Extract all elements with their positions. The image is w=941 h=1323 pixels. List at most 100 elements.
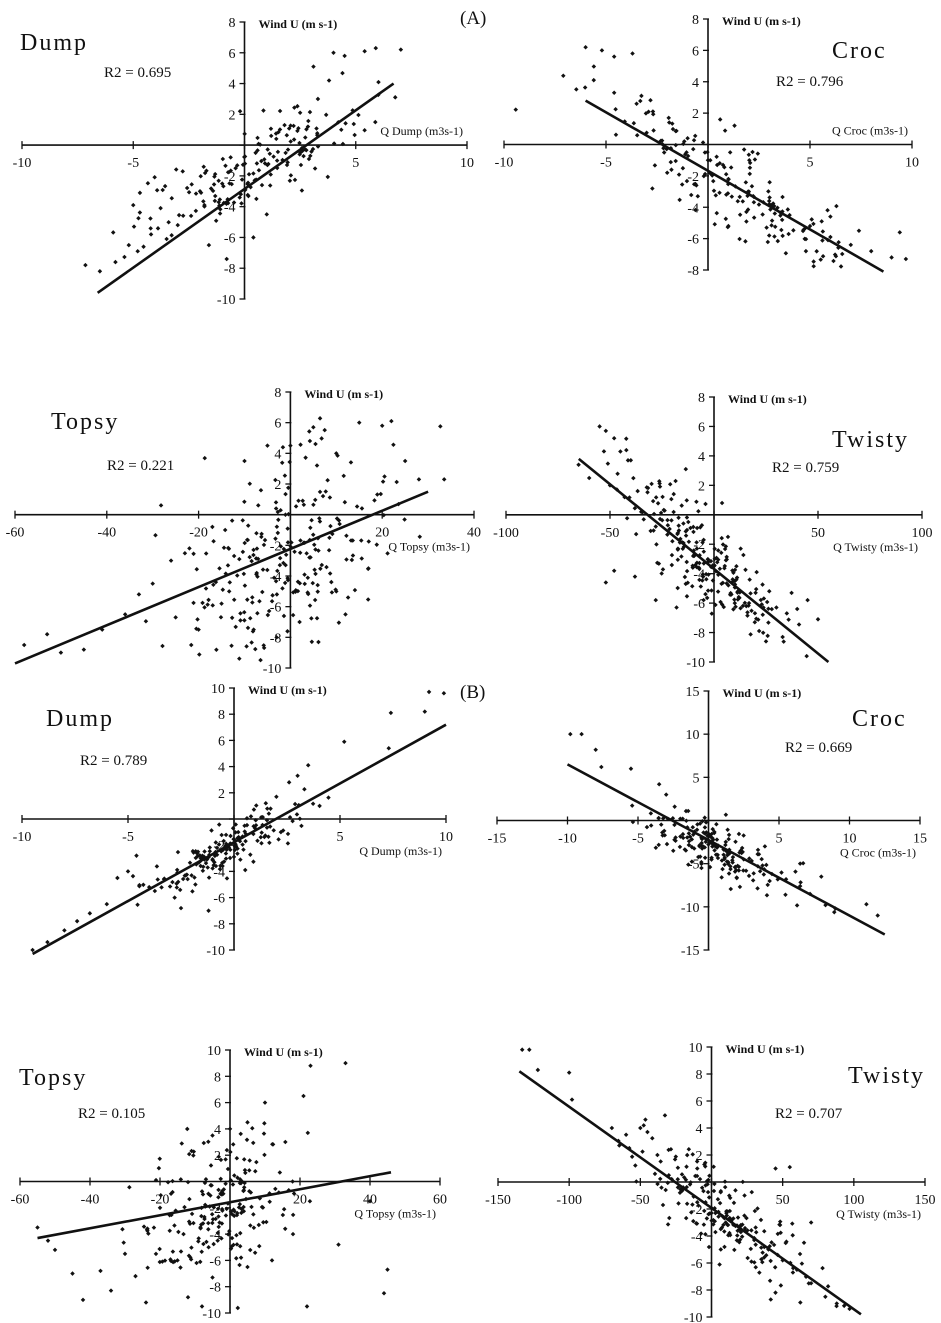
chart7-point xyxy=(305,1130,311,1136)
chart5-point xyxy=(207,845,213,850)
chart7-point xyxy=(215,1206,221,1212)
chart3-point xyxy=(441,477,447,482)
chart7-point xyxy=(151,1225,157,1230)
chart4-point xyxy=(655,501,661,506)
chart7-point xyxy=(201,1140,207,1146)
chart3-point xyxy=(218,614,224,620)
chart4-point xyxy=(633,531,639,537)
chart5-point xyxy=(286,780,292,785)
chart2-point xyxy=(779,227,784,233)
chart6-point xyxy=(629,803,635,808)
chart5-point xyxy=(87,911,93,916)
chart7-point xyxy=(216,1214,221,1219)
chart1-point xyxy=(275,149,281,155)
chart8-point xyxy=(690,1202,695,1207)
chart8-point xyxy=(749,1228,754,1233)
chart4-point xyxy=(671,509,676,515)
chart7-point xyxy=(209,1212,215,1217)
chart2-point xyxy=(574,87,579,92)
chart3-point xyxy=(285,577,291,583)
chart6-point xyxy=(664,841,670,847)
chart7-point xyxy=(231,1242,236,1248)
chart4-point xyxy=(760,582,765,587)
chart1-point xyxy=(284,133,290,138)
chart3-point xyxy=(200,600,205,606)
chart3-point xyxy=(210,524,215,530)
chart1-y-tick-label: 2 xyxy=(229,108,236,123)
chart2-point xyxy=(769,223,774,228)
chart3-point xyxy=(301,502,307,508)
chart3-point xyxy=(275,509,281,515)
chart8-point xyxy=(687,1182,693,1187)
chart5-point xyxy=(271,828,276,833)
chart3-point xyxy=(310,580,316,586)
chart6-point xyxy=(755,886,760,891)
chart4-point xyxy=(721,604,727,610)
chart4-point xyxy=(701,549,707,554)
chart2-point xyxy=(743,180,749,185)
chart8-point xyxy=(699,1185,705,1191)
chart5-y-tick-label: -4 xyxy=(213,865,225,880)
chart5-point xyxy=(262,834,267,840)
chart3-point xyxy=(305,575,311,581)
chart6-y-tick-label: -5 xyxy=(688,858,700,873)
chart5-point xyxy=(62,928,67,933)
chart8-point xyxy=(712,1219,718,1224)
chart7-point xyxy=(186,1151,192,1157)
chart4-point xyxy=(752,611,758,616)
chart2-point xyxy=(677,197,682,203)
chart7-point xyxy=(202,1214,207,1220)
chart7-point xyxy=(198,1226,203,1231)
chart8-point xyxy=(722,1244,727,1250)
chart4-point xyxy=(717,566,723,572)
chart7-point xyxy=(185,1294,191,1300)
chart4-point xyxy=(745,610,750,615)
chart1-point xyxy=(155,226,161,231)
chart4-point xyxy=(645,490,650,495)
chart8-point xyxy=(691,1218,696,1224)
chart3-point xyxy=(273,477,278,483)
chart4-point xyxy=(680,546,686,551)
chart8-point xyxy=(701,1222,707,1227)
chart3-x-tick-label: -20 xyxy=(189,526,208,541)
chart4-point xyxy=(623,436,629,441)
chart4-point xyxy=(730,577,735,582)
chart4-point xyxy=(756,628,762,634)
chart3-point xyxy=(231,597,237,603)
chart2-point xyxy=(834,203,839,209)
chart7-point xyxy=(290,1179,295,1184)
chart8-x-tick-label: 150 xyxy=(915,1193,936,1208)
chart5-point xyxy=(242,867,248,873)
chart3-point xyxy=(314,463,320,468)
chart7-point xyxy=(210,1275,215,1280)
chart8-point xyxy=(655,1181,660,1187)
chart4-point xyxy=(679,554,684,559)
chart6-point xyxy=(761,872,767,877)
chart5-point xyxy=(177,887,183,893)
chart2-point xyxy=(712,222,718,227)
chart4-point xyxy=(675,585,680,591)
chart6-point xyxy=(800,860,806,866)
chart1-point xyxy=(325,174,331,180)
chart4-point xyxy=(605,461,611,466)
chart1-point xyxy=(298,162,304,168)
chart3-point xyxy=(334,516,340,521)
chart4-point xyxy=(767,588,772,594)
chart3-point xyxy=(81,647,87,652)
chart7-point xyxy=(308,1063,313,1069)
chart1-point xyxy=(158,205,163,211)
chart3-point xyxy=(350,553,356,558)
chart4-point xyxy=(597,424,602,429)
chart8-point xyxy=(705,1189,711,1195)
chart8-point xyxy=(696,1203,701,1208)
chart5-point xyxy=(219,832,224,838)
chart5-point xyxy=(305,763,311,768)
chart4-point xyxy=(691,529,696,535)
chart2-point xyxy=(692,133,698,139)
chart1-point xyxy=(277,108,283,114)
chart4-point xyxy=(725,534,731,540)
chart3-point xyxy=(245,625,251,631)
chart4-y-tick-label: -2 xyxy=(693,538,705,553)
chart4-point xyxy=(712,556,717,562)
chart5-point xyxy=(238,857,243,862)
